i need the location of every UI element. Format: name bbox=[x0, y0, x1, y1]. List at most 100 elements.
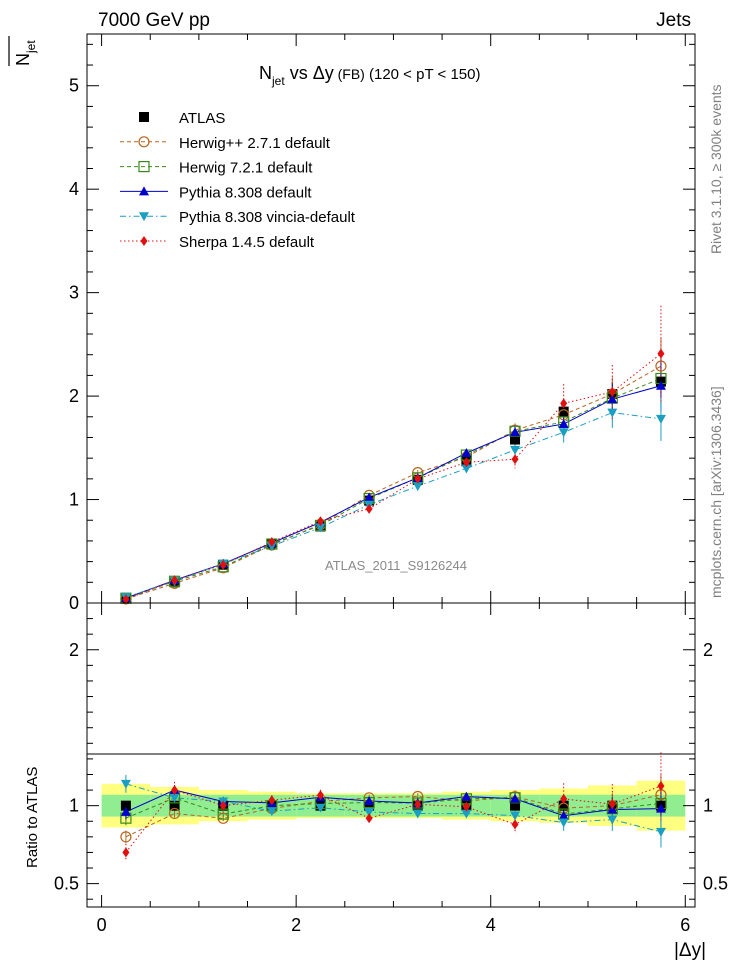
main-marker bbox=[607, 408, 618, 418]
ratio-marker bbox=[461, 809, 472, 819]
ratio-marker bbox=[364, 795, 375, 805]
legend-marker bbox=[139, 112, 149, 122]
main-marker bbox=[461, 447, 472, 457]
x-axis-label: |Δy| bbox=[674, 940, 706, 961]
main-title-small: (FB) bbox=[334, 66, 365, 82]
main-series-line bbox=[125, 412, 662, 598]
main-title-mid: vs Δy bbox=[285, 63, 334, 83]
main-marker bbox=[414, 473, 422, 484]
legend-marker bbox=[138, 136, 150, 148]
mcplots-label: mcplots.cern.ch [arXiv:1306.3436] bbox=[708, 386, 724, 598]
main-y-label-sub: jet bbox=[24, 40, 38, 54]
ratio-marker bbox=[365, 813, 373, 824]
header-right: Jets bbox=[656, 10, 691, 31]
ratio-marker bbox=[655, 827, 666, 837]
legend-label: Pythia 8.308 default bbox=[179, 184, 312, 201]
ratio-marker bbox=[462, 801, 470, 812]
y-tick-label: 1 bbox=[69, 490, 79, 510]
y-tick-label: 1 bbox=[69, 796, 79, 816]
main-marker bbox=[315, 523, 326, 533]
main-series-line bbox=[125, 353, 662, 600]
x-tick-label: 0 bbox=[97, 915, 107, 935]
legend: ATLAS Herwig++ 2.7.1 default Herwig 7.2.1 … bbox=[120, 110, 356, 251]
ratio-frame bbox=[86, 602, 696, 908]
main-title-sub: jet bbox=[271, 74, 285, 88]
x-tick-label: 2 bbox=[291, 915, 301, 935]
ratio-marker bbox=[608, 799, 616, 810]
ratio-marker bbox=[120, 806, 131, 816]
main-marker bbox=[316, 516, 324, 527]
svg-text:Njet: Njet bbox=[13, 40, 38, 66]
y-tick-label: 3 bbox=[69, 283, 79, 303]
ratio-marker bbox=[168, 807, 181, 820]
y-tick-label-right: 2 bbox=[703, 640, 713, 660]
main-marker bbox=[655, 414, 666, 424]
y-tick-label: 2 bbox=[69, 386, 79, 406]
main-y-label-main: N bbox=[13, 53, 33, 66]
legend-label: Pythia 8.308 vincia-default bbox=[179, 209, 356, 226]
main-marker bbox=[268, 536, 276, 547]
main-title-prefix: N bbox=[259, 63, 272, 83]
main-marker bbox=[510, 445, 521, 455]
ratio-marker bbox=[364, 807, 375, 817]
ratio-marker bbox=[510, 793, 521, 803]
main-panel: 0 1 2 3 4 5 bbox=[69, 33, 696, 613]
legend-label: ATLAS bbox=[179, 110, 225, 127]
main-marker bbox=[122, 594, 130, 605]
y-tick-label-right: 0.5 bbox=[703, 874, 728, 894]
ratio-marker bbox=[510, 800, 521, 811]
ratio-marker bbox=[364, 800, 375, 811]
main-marker bbox=[364, 492, 375, 502]
main-series-line bbox=[125, 385, 662, 599]
main-title-tail: (120 < pT < 150) bbox=[365, 66, 481, 83]
main-marker bbox=[558, 406, 569, 417]
ratio-marker bbox=[268, 795, 276, 806]
main-title: Njet vs Δy (FB) (120 < pT < 150) bbox=[259, 63, 480, 88]
main-marker bbox=[510, 427, 521, 437]
ratio-marker bbox=[219, 800, 227, 811]
main-marker bbox=[510, 434, 521, 445]
main-marker bbox=[511, 454, 519, 465]
ratio-series-line bbox=[125, 789, 661, 817]
main-marker bbox=[461, 464, 472, 474]
ratio-series-line bbox=[125, 783, 662, 833]
ratio-marker bbox=[316, 790, 324, 801]
ratio-marker bbox=[655, 803, 666, 813]
main-marker bbox=[560, 398, 568, 409]
y-tick-label: 5 bbox=[69, 76, 79, 96]
main-marker bbox=[657, 348, 665, 359]
y-tick-label: 0.5 bbox=[54, 874, 79, 894]
main-marker bbox=[171, 575, 179, 586]
legend-label: Herwig 7.2.1 default bbox=[179, 160, 313, 177]
main-marker bbox=[655, 360, 667, 372]
ratio-marker bbox=[509, 792, 521, 804]
main-y-label: Njet bbox=[8, 36, 38, 66]
main-marker bbox=[219, 559, 227, 570]
header-left: 7000 GeV pp bbox=[98, 10, 210, 31]
ratio-y-label: Ratio to ATLAS bbox=[24, 767, 41, 868]
main-marker bbox=[655, 380, 666, 390]
rivet-label: Rivet 3.1.10, ≥ 300k events bbox=[708, 84, 724, 254]
ratio-marker bbox=[560, 793, 568, 804]
legend-marker bbox=[139, 212, 149, 222]
main-marker bbox=[607, 394, 618, 404]
ratio-marker bbox=[657, 780, 665, 791]
ratio-series-line bbox=[125, 794, 662, 838]
y-tick-label: 4 bbox=[69, 179, 79, 199]
ratio-marker bbox=[122, 847, 130, 858]
ratio-marker bbox=[510, 811, 521, 821]
main-marker bbox=[412, 482, 423, 492]
ratio-marker bbox=[120, 779, 131, 789]
main-marker bbox=[558, 419, 569, 429]
ratio-panel: 0 2 4 6 0.5 0.5 1 1 2 2 bbox=[54, 602, 728, 935]
ratio-marker bbox=[558, 800, 569, 811]
legend-label: Sherpa 1.4.5 default bbox=[179, 234, 315, 251]
ratio-marker bbox=[171, 785, 179, 796]
watermark: ATLAS_2011_S9126244 bbox=[325, 558, 467, 573]
ratio-marker bbox=[607, 815, 618, 825]
ratio-marker bbox=[169, 793, 180, 803]
ratio-marker bbox=[414, 799, 422, 810]
ratio-marker bbox=[412, 809, 423, 819]
legend-label: Herwig++ 2.7.1 default bbox=[179, 135, 331, 152]
legend-marker bbox=[139, 186, 149, 196]
